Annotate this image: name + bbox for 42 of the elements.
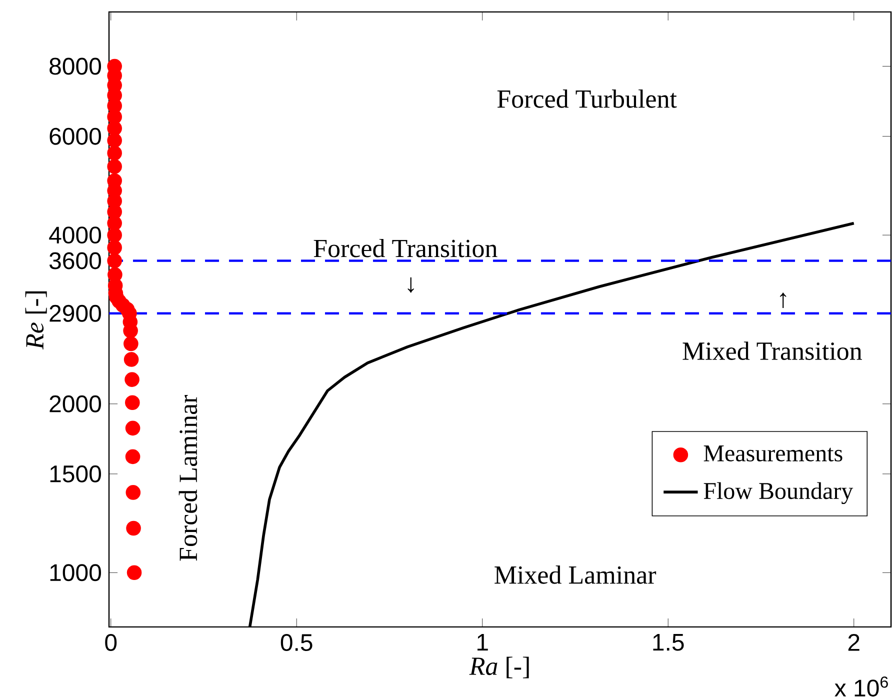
y-tick-label: 4000 xyxy=(49,226,102,244)
point xyxy=(126,485,141,500)
point xyxy=(124,352,139,367)
point xyxy=(125,420,140,436)
point xyxy=(125,395,140,410)
x-tick-label: 1.5 xyxy=(653,634,684,651)
annotation: Mixed Transition xyxy=(682,342,862,360)
legend-label: Measurements xyxy=(704,446,842,462)
point xyxy=(107,159,122,174)
point xyxy=(107,120,122,136)
point xyxy=(107,253,122,268)
point xyxy=(107,216,122,231)
text: x 10$^{6}$ xyxy=(834,676,888,697)
y-axis-title: Re [-] xyxy=(25,291,47,350)
annotation: Forced Transition xyxy=(314,238,498,258)
annotation: ↑ xyxy=(780,292,786,308)
y-tick-label: 2900 xyxy=(50,304,102,322)
x-tick-label: 0 xyxy=(105,634,117,652)
x-tick-label: 1 xyxy=(478,634,488,651)
point xyxy=(126,520,141,536)
point xyxy=(107,146,122,161)
annotation: Forced Laminar xyxy=(178,394,198,561)
y-tick-label: 6000 xyxy=(50,128,102,145)
legend-label: Flow Boundary xyxy=(704,482,854,504)
y-tick-label: 8000 xyxy=(50,58,102,75)
y-tick-label: 3600 xyxy=(49,252,102,270)
point xyxy=(124,336,138,352)
point xyxy=(124,372,140,387)
x-axis-title: Ra [-] xyxy=(469,656,529,678)
x-tick-label: 0.5 xyxy=(280,634,312,652)
point xyxy=(125,449,140,464)
y-tick-label: 1000 xyxy=(50,564,102,582)
y-tick-label: 1500 xyxy=(50,465,102,482)
annotation: Mixed Laminar xyxy=(494,566,656,584)
annotation: Forced Turbulent xyxy=(497,90,677,108)
annotation: ↓ xyxy=(408,277,414,293)
y-tick-label: 2000 xyxy=(50,395,102,412)
point xyxy=(126,565,142,580)
x-tick-label: 2 xyxy=(848,634,860,651)
point xyxy=(107,228,122,242)
point xyxy=(107,240,122,255)
point xyxy=(107,133,122,148)
